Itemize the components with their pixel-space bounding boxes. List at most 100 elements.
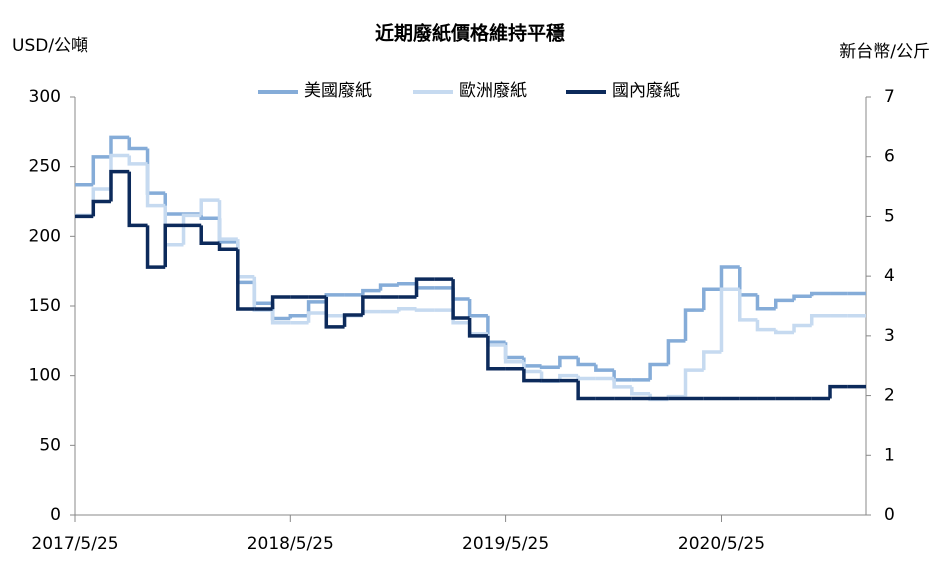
y2-axis-label: 新台幣/公斤 [839, 42, 930, 62]
step-segment [199, 225, 220, 246]
y-tick-label: 50 [39, 435, 61, 455]
step-segment [163, 193, 184, 216]
step-segment [109, 135, 130, 157]
y-tick-label: 0 [50, 505, 61, 525]
step-segment [199, 198, 220, 216]
y2-tick-label: 7 [884, 87, 895, 107]
y-tick-label: 300 [29, 87, 61, 107]
step-segment [252, 282, 273, 305]
step-segment [217, 200, 238, 241]
step-segment [145, 225, 166, 269]
step-segment [467, 322, 488, 336]
step-segment [719, 287, 740, 352]
x-tick-label: 2017/5/25 [31, 534, 118, 554]
y-axis-label: USD/公噸 [12, 36, 88, 56]
step-segment [503, 342, 524, 360]
step-segment [397, 281, 417, 286]
step-segment [451, 279, 470, 320]
step-segment [809, 314, 831, 326]
step-segment [792, 294, 812, 301]
step-segment [486, 333, 506, 347]
y2-tick-label: 1 [884, 445, 895, 465]
y-tick-label: 150 [29, 296, 61, 316]
step-segment [145, 148, 166, 195]
y2-tick-label: 6 [884, 147, 895, 167]
step-segment [397, 307, 417, 312]
step-segment [414, 277, 435, 298]
step-segment [666, 339, 686, 365]
step-segment [324, 293, 345, 302]
step-segment [558, 355, 579, 368]
step-segment [288, 314, 309, 319]
y-tick-label: 200 [29, 226, 61, 246]
step-segment [486, 315, 506, 344]
step-segment [522, 368, 542, 383]
y2-tick-label: 5 [884, 206, 895, 226]
chart-title: 近期廢紙價格維持平穩 [375, 22, 565, 45]
step-segment [576, 375, 596, 381]
step-segment [270, 310, 291, 325]
step-segment [755, 294, 776, 311]
step-segment [306, 311, 327, 323]
step-segment [252, 276, 273, 312]
y2-tick-label: 0 [884, 505, 895, 525]
step-segment [630, 386, 651, 396]
step-segment [163, 223, 184, 268]
step-segment [127, 171, 148, 228]
step-segment [612, 378, 632, 389]
step-segment [306, 300, 327, 316]
step-segment [594, 364, 615, 372]
step-segment [809, 291, 831, 297]
step-segment [127, 155, 148, 166]
step-segment [486, 335, 506, 371]
step-segment [361, 288, 381, 295]
step-segment [109, 169, 130, 202]
step-segment [91, 199, 111, 217]
step-segment [755, 319, 776, 332]
step-segment [612, 370, 632, 382]
step-segment [361, 295, 381, 315]
step-segment [576, 380, 596, 401]
legend-label: 歐洲廢紙 [459, 81, 527, 101]
y2-tick-label: 4 [884, 266, 895, 286]
y2-tick-label: 2 [884, 386, 895, 406]
step-segment [414, 308, 435, 312]
step-segment [270, 303, 291, 321]
step-segment [648, 362, 669, 380]
step-segment [378, 283, 399, 291]
step-segment [361, 309, 381, 316]
step-segment [270, 295, 291, 309]
step-segment [702, 287, 722, 311]
step-segment [522, 357, 542, 368]
x-tick-label: 2020/5/25 [678, 534, 765, 554]
y-tick-label: 250 [29, 157, 61, 177]
step-segment [683, 368, 704, 397]
step-segment [539, 365, 560, 370]
step-segment [774, 298, 795, 309]
legend-label: 美國廢紙 [304, 81, 372, 101]
step-segment [236, 249, 255, 311]
step-segment [217, 243, 238, 252]
step-segment [467, 299, 488, 318]
legend-label: 國內廢紙 [612, 81, 680, 101]
x-tick-label: 2019/5/25 [462, 534, 549, 554]
step-segment [683, 308, 704, 341]
y2-tick-label: 3 [884, 326, 895, 346]
step-segment [324, 297, 345, 329]
step-segment [792, 323, 812, 333]
step-segment [719, 265, 740, 290]
step-segment [199, 214, 220, 220]
step-segment [127, 137, 148, 151]
step-segment [702, 350, 722, 371]
step-segment [145, 163, 166, 208]
step-segment [774, 329, 795, 335]
step-segment [236, 239, 255, 279]
step-segment [738, 289, 758, 322]
y-tick-label: 100 [29, 366, 61, 386]
step-segment [451, 287, 470, 301]
x-tick-label: 2018/5/25 [247, 534, 334, 554]
step-segment [738, 266, 758, 297]
step-segment [828, 384, 848, 399]
